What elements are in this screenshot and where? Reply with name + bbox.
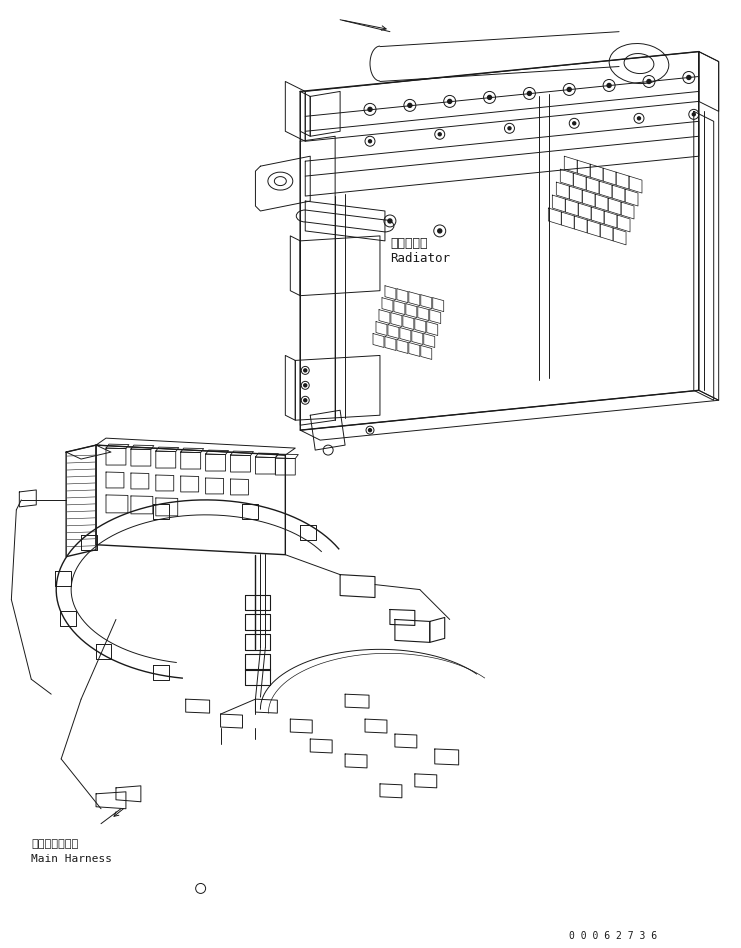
Text: メインハーネス: メインハーネス <box>31 839 79 848</box>
Circle shape <box>438 133 441 136</box>
Circle shape <box>607 83 611 87</box>
Text: ラジエータ: ラジエータ <box>390 237 428 250</box>
Text: Main Harness: Main Harness <box>31 853 113 864</box>
Circle shape <box>304 399 307 402</box>
Circle shape <box>488 96 491 100</box>
Circle shape <box>528 91 531 96</box>
Text: Radiator: Radiator <box>390 252 450 265</box>
Text: 0 0 0 6 2 7 3 6: 0 0 0 6 2 7 3 6 <box>569 931 657 941</box>
Circle shape <box>568 87 571 91</box>
Circle shape <box>647 80 651 83</box>
Circle shape <box>304 384 307 387</box>
Circle shape <box>408 103 412 107</box>
Circle shape <box>448 100 452 103</box>
Circle shape <box>304 369 307 372</box>
Circle shape <box>368 107 372 111</box>
Circle shape <box>368 428 371 431</box>
Circle shape <box>637 117 640 119</box>
Circle shape <box>573 122 576 125</box>
Circle shape <box>388 219 392 223</box>
Circle shape <box>508 127 511 130</box>
Circle shape <box>692 113 695 116</box>
Circle shape <box>687 76 691 80</box>
Circle shape <box>438 228 442 233</box>
Circle shape <box>368 139 371 143</box>
